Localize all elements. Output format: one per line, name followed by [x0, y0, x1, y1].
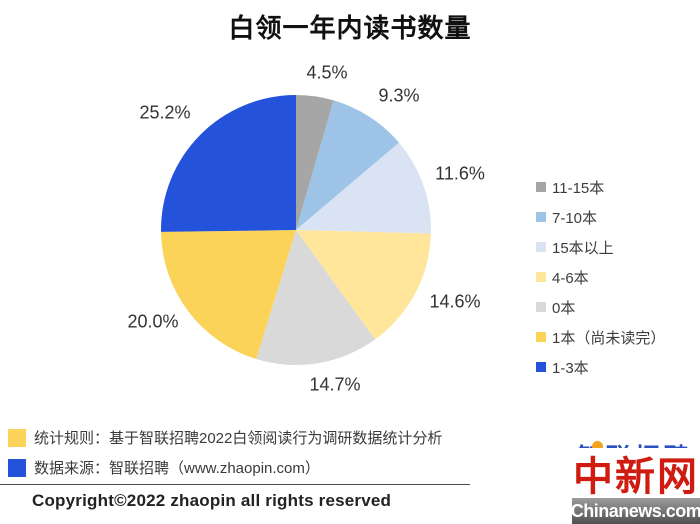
pie-slice-1本（尚未读完） [161, 230, 296, 360]
legend-item-7-10: 7-10本 [536, 208, 665, 227]
legend-item-1-3: 1-3本 [536, 358, 665, 377]
legend-label: 11-15本 [552, 179, 605, 197]
legend-item-4-6: 4-6本 [536, 268, 665, 287]
footer-note-source: 数据来源：智联招聘（www.zhaopin.com） [8, 457, 320, 478]
legend-swatch [536, 362, 546, 372]
legend-label: 7-10本 [552, 209, 598, 227]
slice-label-0: 14.7% [309, 374, 361, 395]
footer-note-rules: 统计规则：基于智联招聘2022白领阅读行为调研数据统计分析 [8, 427, 442, 448]
footer-divider [0, 484, 470, 485]
pie-slice-0本 [256, 230, 376, 366]
legend-swatch [536, 212, 546, 222]
slice-label-7-10: 9.3% [378, 85, 420, 106]
slice-label-4-6: 14.6% [429, 291, 481, 312]
chinanews-banner: Chinanews.com [570, 498, 700, 524]
footer-note-source-text: 数据来源：智联招聘（www.zhaopin.com） [34, 460, 320, 477]
chart-title: 白领一年内读书数量 [228, 13, 472, 43]
legend: 11-15本 7-10本 15本以上 4-6本 0本 1本（尚未读完） 1-3本 [536, 178, 666, 377]
pie-slice-4-6本 [296, 230, 431, 340]
slice-label-1: 20.0% [127, 311, 179, 332]
blue-swatch [8, 458, 26, 477]
pie-slice-11-15本 [296, 95, 334, 230]
legend-label: 4-6本 [552, 269, 589, 287]
yellow-swatch [8, 428, 26, 447]
pie-svg [160, 94, 431, 366]
pie-slice-15本以上 [296, 142, 431, 234]
legend-label: 0本 [552, 299, 576, 317]
pie-slice-1-3本 [160, 94, 296, 232]
slice-label-11-15: 4.5% [306, 62, 348, 83]
legend-swatch [536, 332, 546, 342]
zhaopin-logo-dot-icon [592, 441, 603, 452]
legend-label: 1本（尚未读完） [552, 329, 666, 347]
chinanews-logo: 中新网 Chinanews.com [570, 448, 700, 524]
legend-label: 15本以上 [552, 239, 614, 257]
chinanews-logo-zh: 中新网 [573, 454, 699, 499]
legend-swatch [536, 242, 546, 252]
legend-item-1: 1本（尚未读完） [536, 328, 666, 347]
slice-label-15plus: 11.6% [435, 163, 485, 184]
legend-swatch [536, 302, 546, 312]
legend-item-11-15: 11-15本 [536, 178, 665, 197]
pie-slice-7-10本 [296, 100, 400, 231]
slice-label-1-3: 25.2% [139, 102, 191, 123]
pie-chart [156, 90, 436, 370]
legend-swatch [536, 182, 546, 192]
copyright-text: Copyright©2022 zhaopin all rights reserv… [32, 491, 392, 510]
legend-swatch [536, 272, 546, 282]
chinanews-domain-text: Chinanews.com [570, 500, 700, 521]
legend-item-15plus: 15本以上 [536, 238, 665, 257]
footer-note-rules-text: 统计规则：基于智联招聘2022白领阅读行为调研数据统计分析 [34, 430, 443, 447]
legend-item-0: 0本 [536, 298, 665, 317]
legend-label: 1-3本 [552, 359, 589, 377]
